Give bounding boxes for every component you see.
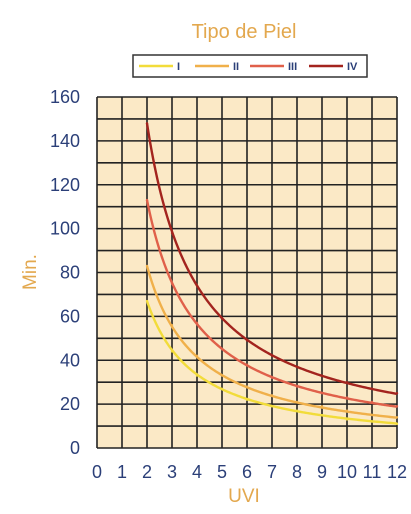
- x-axis-label: UVI: [228, 486, 260, 507]
- x-tick-3: 3: [167, 462, 177, 482]
- point-I-8: [295, 409, 299, 412]
- point-III-3: [170, 282, 174, 285]
- x-tick-5: 5: [217, 462, 227, 482]
- point-IV-8: [295, 365, 299, 369]
- point-III-6: [245, 363, 249, 366]
- point-I-6: [245, 398, 249, 401]
- y-tick-labels: 0 20 40 60 80 100 120 140 160: [50, 87, 80, 458]
- y-tick-60: 60: [60, 306, 80, 326]
- point-III-9: [320, 391, 324, 395]
- point-IV-11: [370, 387, 374, 390]
- point-IV-6: [245, 339, 249, 342]
- point-I-7: [270, 405, 274, 408]
- x-tick-labels: 0 1 2 3 4 5 6 7 8 9 10 11 12: [92, 462, 407, 482]
- point-II-12: [395, 416, 399, 419]
- x-tick-12: 12: [387, 462, 407, 482]
- y-tick-40: 40: [60, 350, 80, 370]
- point-III-7: [270, 376, 274, 379]
- point-II-5: [220, 374, 224, 377]
- x-tick-2: 2: [142, 462, 152, 482]
- y-tick-100: 100: [50, 219, 80, 239]
- point-I-3: [170, 350, 174, 353]
- x-tick-10: 10: [337, 462, 357, 482]
- y-axis-label: Min.: [20, 254, 41, 290]
- point-II-7: [270, 394, 274, 397]
- point-III-2: [145, 198, 149, 202]
- point-II-6: [245, 385, 249, 388]
- y-tick-0: 0: [70, 438, 80, 458]
- point-IV-4: [195, 284, 199, 287]
- point-IV-10: [345, 380, 349, 384]
- point-II-3: [170, 323, 174, 327]
- point-I-2: [145, 299, 149, 303]
- point-III-11: [370, 400, 374, 404]
- legend-label-III: III: [288, 61, 297, 73]
- point-IV-12: [395, 391, 399, 395]
- x-tick-6: 6: [242, 462, 252, 482]
- x-tick-1: 1: [117, 462, 127, 482]
- point-II-10: [345, 409, 349, 412]
- grid: [96, 96, 398, 449]
- point-III-5: [220, 348, 224, 351]
- y-tick-20: 20: [60, 394, 80, 414]
- point-IV-2: [145, 122, 149, 125]
- point-IV-7: [270, 354, 274, 358]
- point-I-4: [195, 374, 199, 377]
- point-III-8: [295, 385, 299, 388]
- point-II-9: [320, 405, 324, 408]
- point-I-5: [220, 387, 224, 390]
- point-I-9: [320, 413, 324, 417]
- point-I-11: [370, 420, 374, 423]
- point-II-4: [195, 354, 199, 358]
- x-tick-11: 11: [363, 462, 382, 482]
- y-tick-140: 140: [50, 131, 80, 151]
- point-IV-5: [220, 317, 224, 320]
- point-I-12: [395, 422, 399, 426]
- y-tick-120: 120: [50, 175, 80, 195]
- series-layer: [145, 122, 399, 426]
- x-tick-9: 9: [317, 462, 327, 482]
- y-tick-80: 80: [60, 263, 80, 283]
- point-II-8: [295, 400, 299, 404]
- y-tick-160: 160: [50, 87, 80, 107]
- point-II-2: [145, 264, 149, 268]
- point-IV-3: [170, 231, 174, 235]
- point-IV-9: [320, 374, 324, 377]
- legend-label-IV: IV: [347, 61, 358, 73]
- x-tick-8: 8: [292, 462, 302, 482]
- legend-label-I: I: [177, 61, 180, 73]
- x-tick-0: 0: [92, 462, 102, 482]
- legend-label-II: II: [233, 61, 239, 73]
- legend: I II III IV: [132, 54, 368, 78]
- point-II-11: [370, 413, 374, 417]
- point-III-12: [395, 405, 399, 408]
- point-III-10: [345, 396, 349, 399]
- point-I-10: [345, 418, 349, 421]
- x-tick-4: 4: [192, 462, 202, 482]
- point-III-4: [195, 321, 199, 325]
- chart-title: Tipo de Piel: [192, 21, 297, 43]
- x-tick-7: 7: [267, 462, 277, 482]
